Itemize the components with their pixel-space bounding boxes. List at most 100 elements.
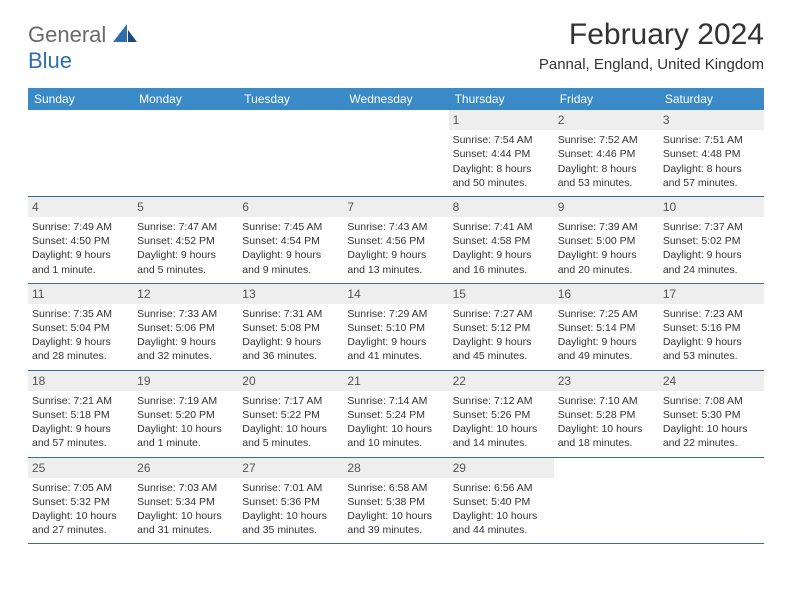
day-number: 17 bbox=[659, 284, 764, 304]
day-sunrise: Sunrise: 7:01 AM bbox=[242, 481, 339, 495]
day-number: 2 bbox=[554, 110, 659, 130]
calendar-day: 19Sunrise: 7:19 AMSunset: 5:20 PMDayligh… bbox=[133, 371, 238, 457]
day-daylight: Daylight: 10 hours and 31 minutes. bbox=[137, 509, 234, 537]
day-daylight: Daylight: 10 hours and 1 minute. bbox=[137, 422, 234, 450]
day-sunset: Sunset: 5:24 PM bbox=[347, 408, 444, 422]
day-daylight: Daylight: 10 hours and 39 minutes. bbox=[347, 509, 444, 537]
logo-sail-icon bbox=[113, 24, 137, 42]
calendar-day: 16Sunrise: 7:25 AMSunset: 5:14 PMDayligh… bbox=[554, 284, 659, 370]
day-sunrise: Sunrise: 7:49 AM bbox=[32, 220, 129, 234]
day-daylight: Daylight: 9 hours and 5 minutes. bbox=[137, 248, 234, 276]
day-daylight: Daylight: 10 hours and 35 minutes. bbox=[242, 509, 339, 537]
day-sunset: Sunset: 5:10 PM bbox=[347, 321, 444, 335]
weekday-header: Tuesday bbox=[238, 88, 343, 110]
calendar-day: . bbox=[343, 110, 448, 196]
day-number: 27 bbox=[238, 458, 343, 478]
calendar-day: 11Sunrise: 7:35 AMSunset: 5:04 PMDayligh… bbox=[28, 284, 133, 370]
day-daylight: Daylight: 10 hours and 27 minutes. bbox=[32, 509, 129, 537]
day-sunset: Sunset: 4:44 PM bbox=[453, 147, 550, 161]
calendar-day: 10Sunrise: 7:37 AMSunset: 5:02 PMDayligh… bbox=[659, 197, 764, 283]
weekday-header-row: SundayMondayTuesdayWednesdayThursdayFrid… bbox=[28, 88, 764, 110]
day-sunset: Sunset: 5:00 PM bbox=[558, 234, 655, 248]
day-daylight: Daylight: 9 hours and 36 minutes. bbox=[242, 335, 339, 363]
day-sunrise: Sunrise: 7:05 AM bbox=[32, 481, 129, 495]
day-sunset: Sunset: 5:34 PM bbox=[137, 495, 234, 509]
day-sunrise: Sunrise: 7:51 AM bbox=[663, 133, 760, 147]
weekday-header: Wednesday bbox=[343, 88, 448, 110]
page-subtitle: Pannal, England, United Kingdom bbox=[539, 56, 764, 73]
day-daylight: Daylight: 10 hours and 10 minutes. bbox=[347, 422, 444, 450]
day-sunrise: Sunrise: 7:54 AM bbox=[453, 133, 550, 147]
day-sunrise: Sunrise: 7:29 AM bbox=[347, 307, 444, 321]
day-sunrise: Sunrise: 7:08 AM bbox=[663, 394, 760, 408]
day-number: 24 bbox=[659, 371, 764, 391]
day-number: 13 bbox=[238, 284, 343, 304]
day-number: 28 bbox=[343, 458, 448, 478]
weekday-header: Friday bbox=[554, 88, 659, 110]
day-sunrise: Sunrise: 7:41 AM bbox=[453, 220, 550, 234]
day-number: 14 bbox=[343, 284, 448, 304]
day-sunset: Sunset: 5:08 PM bbox=[242, 321, 339, 335]
calendar-day: . bbox=[28, 110, 133, 196]
day-number: 15 bbox=[449, 284, 554, 304]
day-sunrise: Sunrise: 7:47 AM bbox=[137, 220, 234, 234]
day-number: 3 bbox=[659, 110, 764, 130]
day-sunrise: Sunrise: 7:10 AM bbox=[558, 394, 655, 408]
day-sunset: Sunset: 5:02 PM bbox=[663, 234, 760, 248]
calendar: SundayMondayTuesdayWednesdayThursdayFrid… bbox=[28, 88, 764, 544]
calendar-day: 21Sunrise: 7:14 AMSunset: 5:24 PMDayligh… bbox=[343, 371, 448, 457]
day-daylight: Daylight: 8 hours and 50 minutes. bbox=[453, 162, 550, 190]
day-sunset: Sunset: 5:28 PM bbox=[558, 408, 655, 422]
day-daylight: Daylight: 9 hours and 1 minute. bbox=[32, 248, 129, 276]
day-daylight: Daylight: 9 hours and 32 minutes. bbox=[137, 335, 234, 363]
day-number: 11 bbox=[28, 284, 133, 304]
day-daylight: Daylight: 10 hours and 22 minutes. bbox=[663, 422, 760, 450]
day-sunrise: Sunrise: 6:58 AM bbox=[347, 481, 444, 495]
calendar-day: 15Sunrise: 7:27 AMSunset: 5:12 PMDayligh… bbox=[449, 284, 554, 370]
day-sunrise: Sunrise: 7:43 AM bbox=[347, 220, 444, 234]
day-daylight: Daylight: 9 hours and 53 minutes. bbox=[663, 335, 760, 363]
day-number: 21 bbox=[343, 371, 448, 391]
calendar-day: 9Sunrise: 7:39 AMSunset: 5:00 PMDaylight… bbox=[554, 197, 659, 283]
day-sunset: Sunset: 5:20 PM bbox=[137, 408, 234, 422]
day-sunset: Sunset: 4:54 PM bbox=[242, 234, 339, 248]
day-sunset: Sunset: 5:16 PM bbox=[663, 321, 760, 335]
day-number: 16 bbox=[554, 284, 659, 304]
calendar-day: 29Sunrise: 6:56 AMSunset: 5:40 PMDayligh… bbox=[449, 458, 554, 544]
calendar-day: 7Sunrise: 7:43 AMSunset: 4:56 PMDaylight… bbox=[343, 197, 448, 283]
day-daylight: Daylight: 9 hours and 45 minutes. bbox=[453, 335, 550, 363]
calendar-day: 25Sunrise: 7:05 AMSunset: 5:32 PMDayligh… bbox=[28, 458, 133, 544]
day-number: 4 bbox=[28, 197, 133, 217]
calendar-day: . bbox=[133, 110, 238, 196]
calendar-day: 18Sunrise: 7:21 AMSunset: 5:18 PMDayligh… bbox=[28, 371, 133, 457]
calendar-day: 2Sunrise: 7:52 AMSunset: 4:46 PMDaylight… bbox=[554, 110, 659, 196]
day-number: 8 bbox=[449, 197, 554, 217]
day-number: 25 bbox=[28, 458, 133, 478]
day-sunset: Sunset: 5:04 PM bbox=[32, 321, 129, 335]
day-number: 20 bbox=[238, 371, 343, 391]
day-number: 26 bbox=[133, 458, 238, 478]
logo-text-blue: Blue bbox=[28, 48, 72, 73]
calendar-day: 14Sunrise: 7:29 AMSunset: 5:10 PMDayligh… bbox=[343, 284, 448, 370]
calendar-week: 4Sunrise: 7:49 AMSunset: 4:50 PMDaylight… bbox=[28, 197, 764, 284]
calendar-week: 25Sunrise: 7:05 AMSunset: 5:32 PMDayligh… bbox=[28, 458, 764, 545]
day-daylight: Daylight: 9 hours and 28 minutes. bbox=[32, 335, 129, 363]
day-sunrise: Sunrise: 7:45 AM bbox=[242, 220, 339, 234]
calendar-day: 5Sunrise: 7:47 AMSunset: 4:52 PMDaylight… bbox=[133, 197, 238, 283]
day-daylight: Daylight: 9 hours and 13 minutes. bbox=[347, 248, 444, 276]
calendar-day: 6Sunrise: 7:45 AMSunset: 4:54 PMDaylight… bbox=[238, 197, 343, 283]
day-daylight: Daylight: 9 hours and 20 minutes. bbox=[558, 248, 655, 276]
header: General Blue February 2024 Pannal, Engla… bbox=[0, 0, 792, 80]
day-number: 18 bbox=[28, 371, 133, 391]
calendar-day: 17 Sunrise: 7:23 AMSunset: 5:16 PMDayligh… bbox=[659, 284, 764, 370]
calendar-day: . bbox=[238, 110, 343, 196]
day-sunrise: Sunrise: 7:23 AM bbox=[663, 307, 760, 321]
calendar-week: ....1Sunrise: 7:54 AMSunset: 4:44 PMDayl… bbox=[28, 110, 764, 197]
day-sunrise: Sunrise: 7:33 AM bbox=[137, 307, 234, 321]
day-sunrise: Sunrise: 7:52 AM bbox=[558, 133, 655, 147]
day-sunrise: Sunrise: 7:12 AM bbox=[453, 394, 550, 408]
day-sunset: Sunset: 4:50 PM bbox=[32, 234, 129, 248]
day-sunset: Sunset: 4:52 PM bbox=[137, 234, 234, 248]
day-sunset: Sunset: 5:12 PM bbox=[453, 321, 550, 335]
day-number: 23 bbox=[554, 371, 659, 391]
